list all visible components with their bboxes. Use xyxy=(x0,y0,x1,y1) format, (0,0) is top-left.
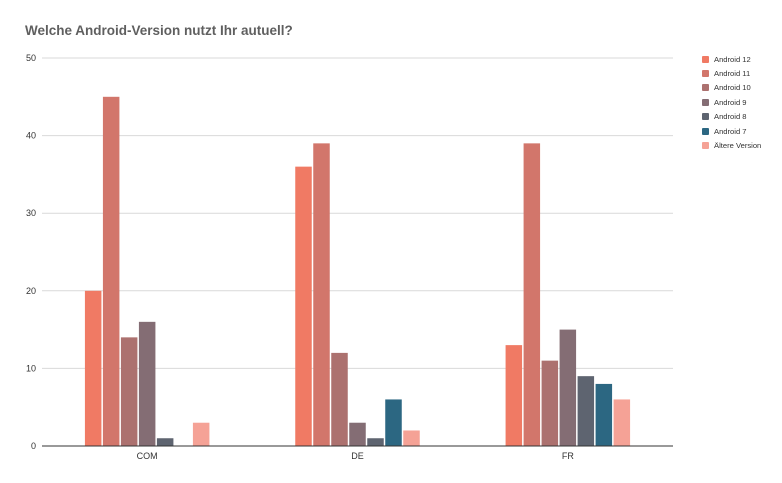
bar-de-ältere-version xyxy=(403,430,420,446)
bar-de-android-8 xyxy=(367,438,384,446)
bars xyxy=(84,96,631,447)
legend-swatch xyxy=(702,127,709,135)
legend-item: Android 11 xyxy=(702,66,761,80)
legend-swatch xyxy=(702,70,709,78)
legend-item: Android 10 xyxy=(702,81,761,95)
bar-fr-ältere-version xyxy=(613,399,631,446)
legend-swatch xyxy=(702,98,709,106)
bar-de-android-9 xyxy=(349,422,366,446)
chart-title: Welche Android-Version nutzt Ihr autuell… xyxy=(25,23,293,38)
legend-item: Ältere Version xyxy=(702,138,761,152)
x-tick-label: FR xyxy=(562,451,574,461)
legend-swatch xyxy=(702,84,709,92)
y-axis-ticks: 0 10 20 30 40 50 xyxy=(26,53,36,451)
bar-fr-android-11 xyxy=(523,143,541,447)
y-tick-label: 40 xyxy=(26,131,36,141)
y-tick-label: 10 xyxy=(26,363,36,373)
y-tick-label: 0 xyxy=(31,441,36,451)
x-tick-label: DE xyxy=(351,451,364,461)
legend-label: Android 7 xyxy=(714,126,747,136)
bar-com-android-9 xyxy=(138,321,156,446)
bar-fr-android-10 xyxy=(541,360,559,446)
bar-de-android-10 xyxy=(331,352,348,446)
bar-com-ältere-version xyxy=(192,422,210,446)
legend-item: Android 8 xyxy=(702,110,761,124)
bar-fr-android-8 xyxy=(577,376,595,446)
gridlines xyxy=(42,57,673,369)
legend: Android 12 Android 11 Android 10 Android 9 A… xyxy=(702,52,761,153)
legend-swatch xyxy=(702,55,709,63)
legend-label: Android 8 xyxy=(714,112,747,122)
legend-label: Android 10 xyxy=(714,83,751,93)
x-axis-ticks: COM DE FR xyxy=(137,451,575,461)
bar-fr-android-9 xyxy=(559,329,577,446)
y-tick-label: 50 xyxy=(26,53,36,63)
bar-de-android-7 xyxy=(385,399,402,446)
bar-de-android-11 xyxy=(313,143,330,447)
legend-label: Android 9 xyxy=(714,97,747,107)
bar-com-android-12 xyxy=(84,290,102,446)
legend-item: Android 7 xyxy=(702,124,761,138)
legend-label: Android 11 xyxy=(714,69,751,79)
legend-label: Android 12 xyxy=(714,54,751,64)
bar-fr-android-7 xyxy=(595,383,613,446)
y-tick-label: 30 xyxy=(26,208,36,218)
x-tick-label: COM xyxy=(137,451,158,461)
legend-swatch xyxy=(702,142,709,150)
bar-com-android-8 xyxy=(156,438,174,446)
bar-fr-android-12 xyxy=(505,345,523,446)
y-tick-label: 20 xyxy=(26,286,36,296)
legend-label: Ältere Version xyxy=(714,141,762,151)
bar-de-android-12 xyxy=(295,166,312,446)
bar-com-android-11 xyxy=(102,96,120,447)
legend-item: Android 9 xyxy=(702,95,761,109)
legend-item: Android 12 xyxy=(702,52,761,66)
bar-com-android-10 xyxy=(120,337,138,446)
legend-swatch xyxy=(702,113,709,121)
